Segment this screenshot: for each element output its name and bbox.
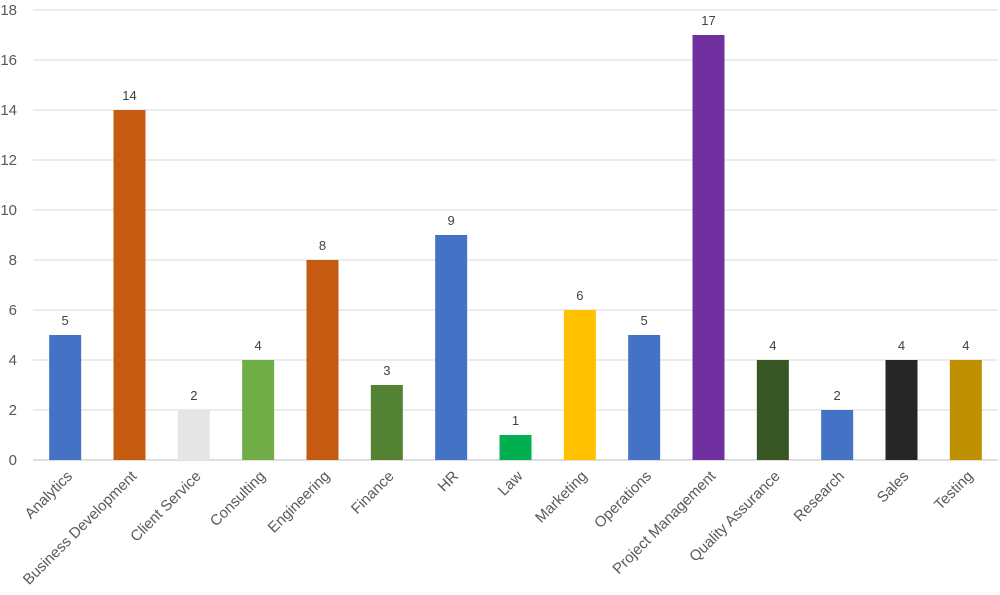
y-axis-tick-labels: 0 2 4 6 8 10 12 14 16 18 — [0, 2, 17, 469]
bar-law — [499, 435, 532, 460]
bar-marketing — [563, 310, 596, 460]
data-label: 1 — [512, 413, 519, 428]
y-tick-label: 18 — [0, 2, 17, 19]
bar-research — [821, 410, 854, 460]
bar-hr — [435, 235, 468, 460]
bar-client-service — [177, 410, 210, 460]
bar-finance — [370, 385, 403, 460]
bar-analytics — [49, 335, 82, 460]
data-label: 17 — [701, 13, 715, 28]
data-label: 14 — [122, 88, 136, 103]
bar-project-management — [692, 35, 725, 460]
data-label: 5 — [62, 313, 69, 328]
data-label: 4 — [962, 338, 969, 353]
y-tick-label: 0 — [9, 452, 17, 469]
bar-sales — [885, 360, 918, 460]
data-labels: 5 14 2 4 8 3 9 1 6 5 17 4 2 4 4 — [62, 13, 970, 428]
data-label: 4 — [255, 338, 262, 353]
y-tick-label: 10 — [0, 202, 17, 219]
bar-business-development — [113, 110, 146, 460]
data-label: 5 — [641, 313, 648, 328]
y-tick-label: 4 — [9, 352, 17, 369]
x-tick-label: Engineering — [265, 468, 334, 537]
bar-engineering — [306, 260, 339, 460]
data-label: 6 — [576, 288, 583, 303]
y-tick-label: 16 — [0, 52, 17, 69]
gridlines — [33, 9, 998, 461]
x-tick-label: Law — [495, 468, 527, 500]
data-label: 9 — [448, 213, 455, 228]
x-tick-label: Analytics — [22, 468, 76, 522]
bar-testing — [949, 360, 982, 460]
data-label: 3 — [383, 363, 390, 378]
x-tick-label: Research — [791, 468, 848, 525]
x-tick-label: Finance — [348, 468, 398, 518]
data-label: 4 — [769, 338, 776, 353]
bar-quality-assurance — [756, 360, 789, 460]
data-label: 4 — [898, 338, 905, 353]
y-tick-label: 14 — [0, 102, 17, 119]
x-tick-label: Testing — [931, 468, 977, 514]
bars — [49, 35, 982, 460]
x-tick-label: Business Development — [20, 467, 141, 588]
y-tick-label: 6 — [9, 302, 17, 319]
x-tick-label: Sales — [874, 468, 913, 507]
x-tick-label: Consulting — [207, 468, 269, 530]
x-tick-label: Marketing — [532, 468, 591, 527]
bar-operations — [628, 335, 661, 460]
bar-consulting — [242, 360, 275, 460]
data-label: 2 — [190, 388, 197, 403]
data-label: 8 — [319, 238, 326, 253]
y-tick-label: 2 — [9, 402, 17, 419]
data-label: 2 — [834, 388, 841, 403]
y-tick-label: 8 — [9, 252, 17, 269]
x-tick-label: HR — [435, 468, 462, 495]
y-tick-label: 12 — [0, 152, 17, 169]
x-tick-label: Operations — [591, 468, 655, 532]
